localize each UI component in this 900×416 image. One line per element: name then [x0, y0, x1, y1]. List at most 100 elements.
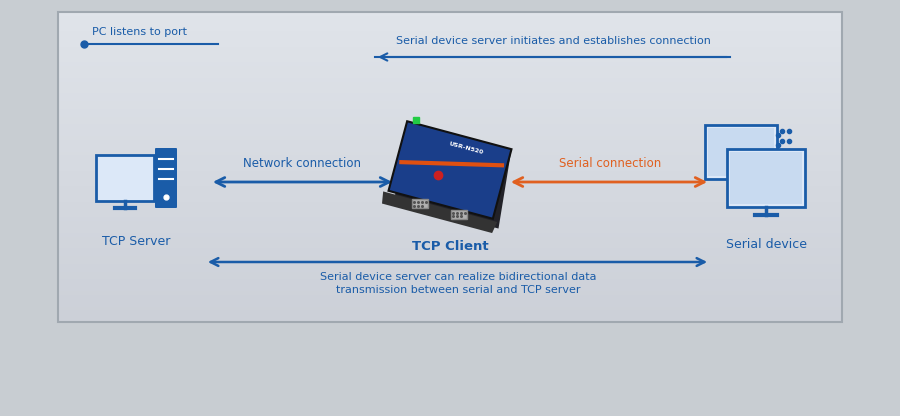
Bar — [58, 74, 842, 79]
Bar — [58, 299, 842, 304]
Bar — [58, 307, 842, 311]
Bar — [58, 190, 842, 195]
Bar — [58, 140, 842, 145]
Bar — [58, 206, 842, 210]
Bar — [58, 89, 842, 94]
Polygon shape — [382, 191, 497, 233]
Bar — [58, 260, 842, 265]
Bar — [58, 291, 842, 296]
Text: Serial device server initiates and establishes connection: Serial device server initiates and estab… — [396, 36, 710, 46]
Bar — [58, 24, 842, 29]
Bar — [58, 268, 842, 272]
Bar — [58, 283, 842, 288]
Text: TCP Server: TCP Server — [102, 235, 170, 248]
Bar — [58, 144, 842, 149]
Bar — [58, 151, 842, 156]
Bar — [58, 27, 842, 32]
Text: Network connection: Network connection — [243, 157, 361, 170]
Bar — [58, 194, 842, 199]
Bar — [58, 16, 842, 21]
Bar — [58, 287, 842, 292]
Bar — [58, 82, 842, 87]
Bar — [58, 171, 842, 176]
Bar — [58, 264, 842, 269]
FancyBboxPatch shape — [155, 148, 177, 208]
Bar — [58, 183, 842, 187]
Bar — [58, 240, 842, 245]
Bar — [58, 35, 842, 40]
Bar — [58, 314, 842, 319]
Bar — [58, 237, 842, 242]
Bar — [58, 221, 842, 226]
Bar — [58, 245, 842, 249]
Bar — [58, 86, 842, 91]
Bar — [58, 70, 842, 75]
Bar — [58, 163, 842, 168]
Bar — [58, 101, 842, 106]
Bar — [58, 213, 842, 218]
Bar — [58, 310, 842, 315]
Bar — [58, 47, 842, 52]
Bar — [58, 159, 842, 164]
Bar — [58, 132, 842, 137]
Polygon shape — [394, 121, 511, 228]
Bar — [58, 318, 842, 323]
Bar — [58, 54, 842, 59]
Bar — [58, 59, 842, 63]
Bar — [58, 155, 842, 160]
FancyBboxPatch shape — [451, 210, 467, 219]
Bar — [58, 78, 842, 83]
Bar — [58, 229, 842, 234]
Text: USR-N520: USR-N520 — [448, 141, 484, 156]
Bar — [58, 124, 842, 129]
Bar — [58, 113, 842, 118]
Bar — [58, 252, 842, 257]
Bar — [58, 178, 842, 183]
Bar — [58, 175, 842, 180]
Bar — [58, 218, 842, 222]
Bar — [58, 39, 842, 44]
Bar — [58, 12, 842, 17]
FancyBboxPatch shape — [705, 125, 777, 179]
Bar — [58, 148, 842, 153]
FancyBboxPatch shape — [730, 152, 802, 204]
Bar — [58, 109, 842, 114]
Text: Serial connection: Serial connection — [559, 157, 662, 170]
Bar — [58, 202, 842, 207]
Bar — [58, 272, 842, 277]
Bar — [58, 248, 842, 253]
Bar — [58, 280, 842, 284]
Bar — [58, 275, 842, 280]
Bar — [58, 186, 842, 191]
Bar — [58, 167, 842, 172]
Polygon shape — [389, 121, 511, 219]
Bar — [58, 198, 842, 203]
Bar — [58, 210, 842, 215]
Bar — [58, 43, 842, 48]
Text: Serial device server can realize bidirectional data: Serial device server can realize bidirec… — [320, 272, 596, 282]
Bar — [58, 302, 842, 307]
Bar — [58, 136, 842, 141]
Bar — [58, 105, 842, 110]
Bar — [58, 97, 842, 102]
Text: Serial device: Serial device — [726, 238, 807, 251]
Bar — [58, 51, 842, 56]
Bar — [58, 31, 842, 36]
FancyBboxPatch shape — [412, 199, 428, 208]
Bar — [58, 66, 842, 71]
Text: PC listens to port: PC listens to port — [92, 27, 187, 37]
Bar — [58, 128, 842, 133]
Bar — [58, 225, 842, 230]
Bar — [58, 256, 842, 261]
Text: transmission between serial and TCP server: transmission between serial and TCP serv… — [336, 285, 580, 295]
Bar — [58, 121, 842, 125]
FancyBboxPatch shape — [727, 149, 805, 207]
Bar — [58, 93, 842, 98]
Bar — [58, 116, 842, 121]
FancyBboxPatch shape — [96, 155, 154, 201]
Bar — [58, 233, 842, 238]
Bar — [58, 62, 842, 67]
FancyBboxPatch shape — [708, 128, 774, 176]
Text: TCP Client: TCP Client — [411, 240, 489, 253]
Bar — [58, 295, 842, 300]
